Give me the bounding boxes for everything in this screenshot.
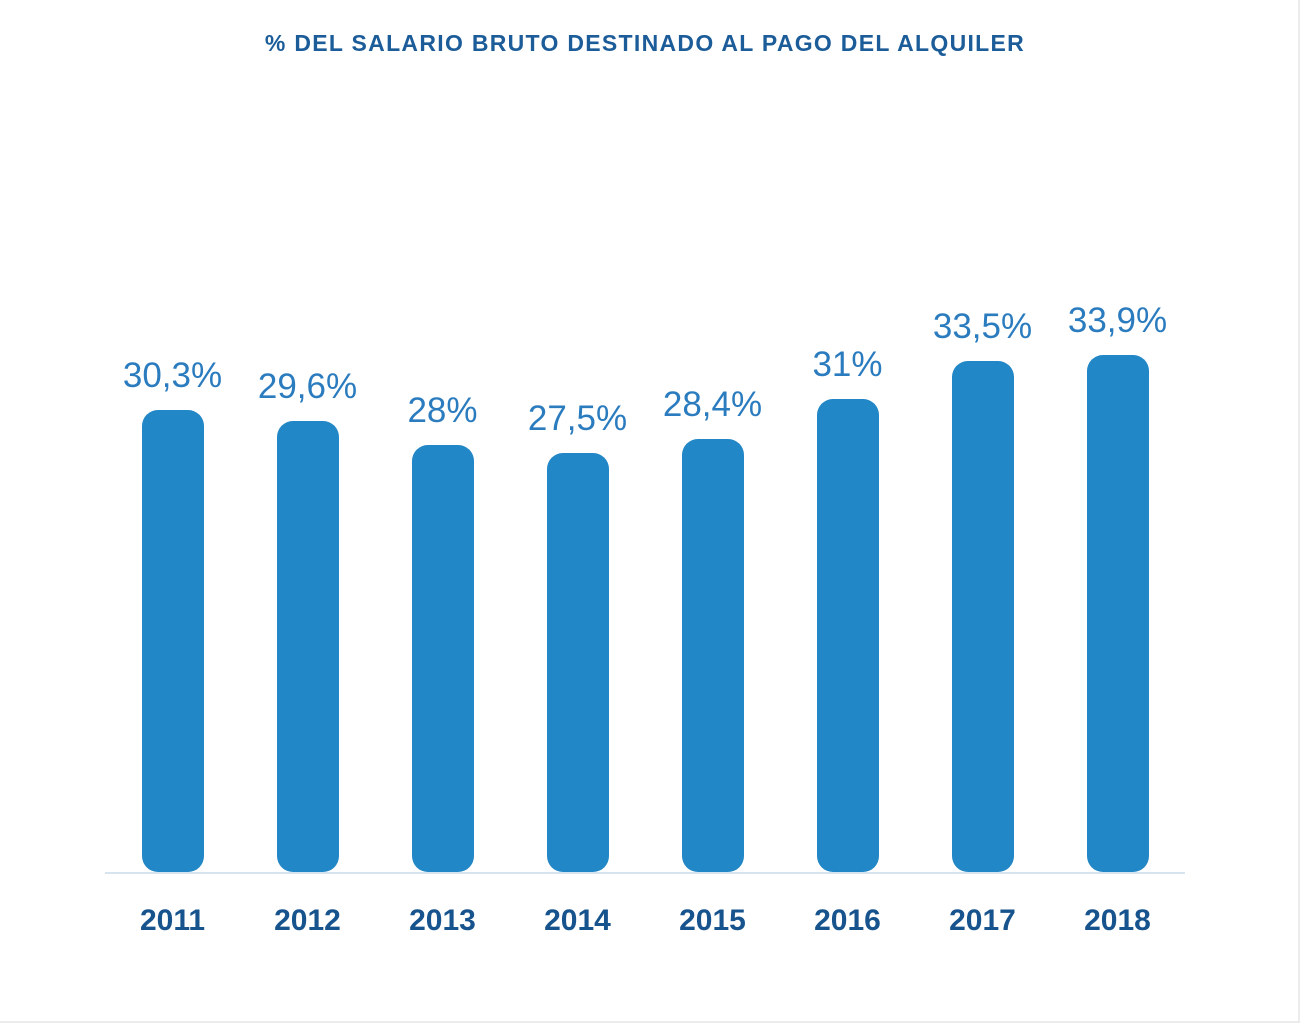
bar	[276, 421, 339, 872]
bar	[141, 410, 204, 872]
bar-column: 31%	[780, 345, 915, 872]
bar-column: 30,3%	[105, 356, 240, 872]
x-axis-tick-label: 2017	[949, 904, 1016, 937]
bar-column: 27,5%	[510, 399, 645, 872]
bar-column: 29,6%	[240, 367, 375, 872]
plot-area: 30,3% 29,6% 28% 27,5% 28,4% 31% 33,5% 33,9%	[105, 279, 1185, 872]
bar	[411, 445, 474, 872]
bar-column: 28%	[375, 391, 510, 872]
bar-value-label: 28,4%	[662, 385, 763, 424]
bar-value-label: 33,9%	[1067, 301, 1168, 340]
bar	[1086, 355, 1149, 872]
bar-value-label: 30,3%	[122, 356, 223, 395]
bar-column: 28,4%	[645, 385, 780, 872]
x-axis-tick-label: 2013	[409, 904, 476, 937]
bar-value-label: 29,6%	[257, 367, 358, 406]
x-axis-line	[105, 872, 1185, 874]
x-axis-tick-label: 2015	[679, 904, 746, 937]
chart-title: % DEL SALARIO BRUTO DESTINADO AL PAGO DE…	[264, 30, 1026, 56]
x-axis-tick-label: 2014	[544, 904, 611, 937]
bar-value-label: 33,5%	[932, 307, 1033, 346]
bar-value-label: 31%	[812, 345, 883, 384]
x-axis-tick-label: 2012	[274, 904, 341, 937]
bar-value-label: 27,5%	[527, 399, 628, 438]
bar-column: 33,5%	[915, 307, 1050, 872]
bar	[681, 439, 744, 872]
x-axis-tick-label: 2018	[1084, 904, 1151, 937]
bar	[816, 399, 879, 872]
bar-value-label: 28%	[407, 391, 478, 430]
x-axis-tick-label: 2011	[139, 904, 206, 937]
bar	[546, 453, 609, 872]
x-axis-tick-label: 2016	[814, 904, 881, 937]
x-axis-tick-labels: 2011 2012 2013 2014 2015 2016 2017 2018	[105, 904, 1185, 938]
bar	[951, 361, 1014, 872]
salary-rent-bar-chart: % DEL SALARIO BRUTO DESTINADO AL PAGO DE…	[105, 0, 1185, 938]
bar-column: 33,9%	[1050, 301, 1185, 872]
